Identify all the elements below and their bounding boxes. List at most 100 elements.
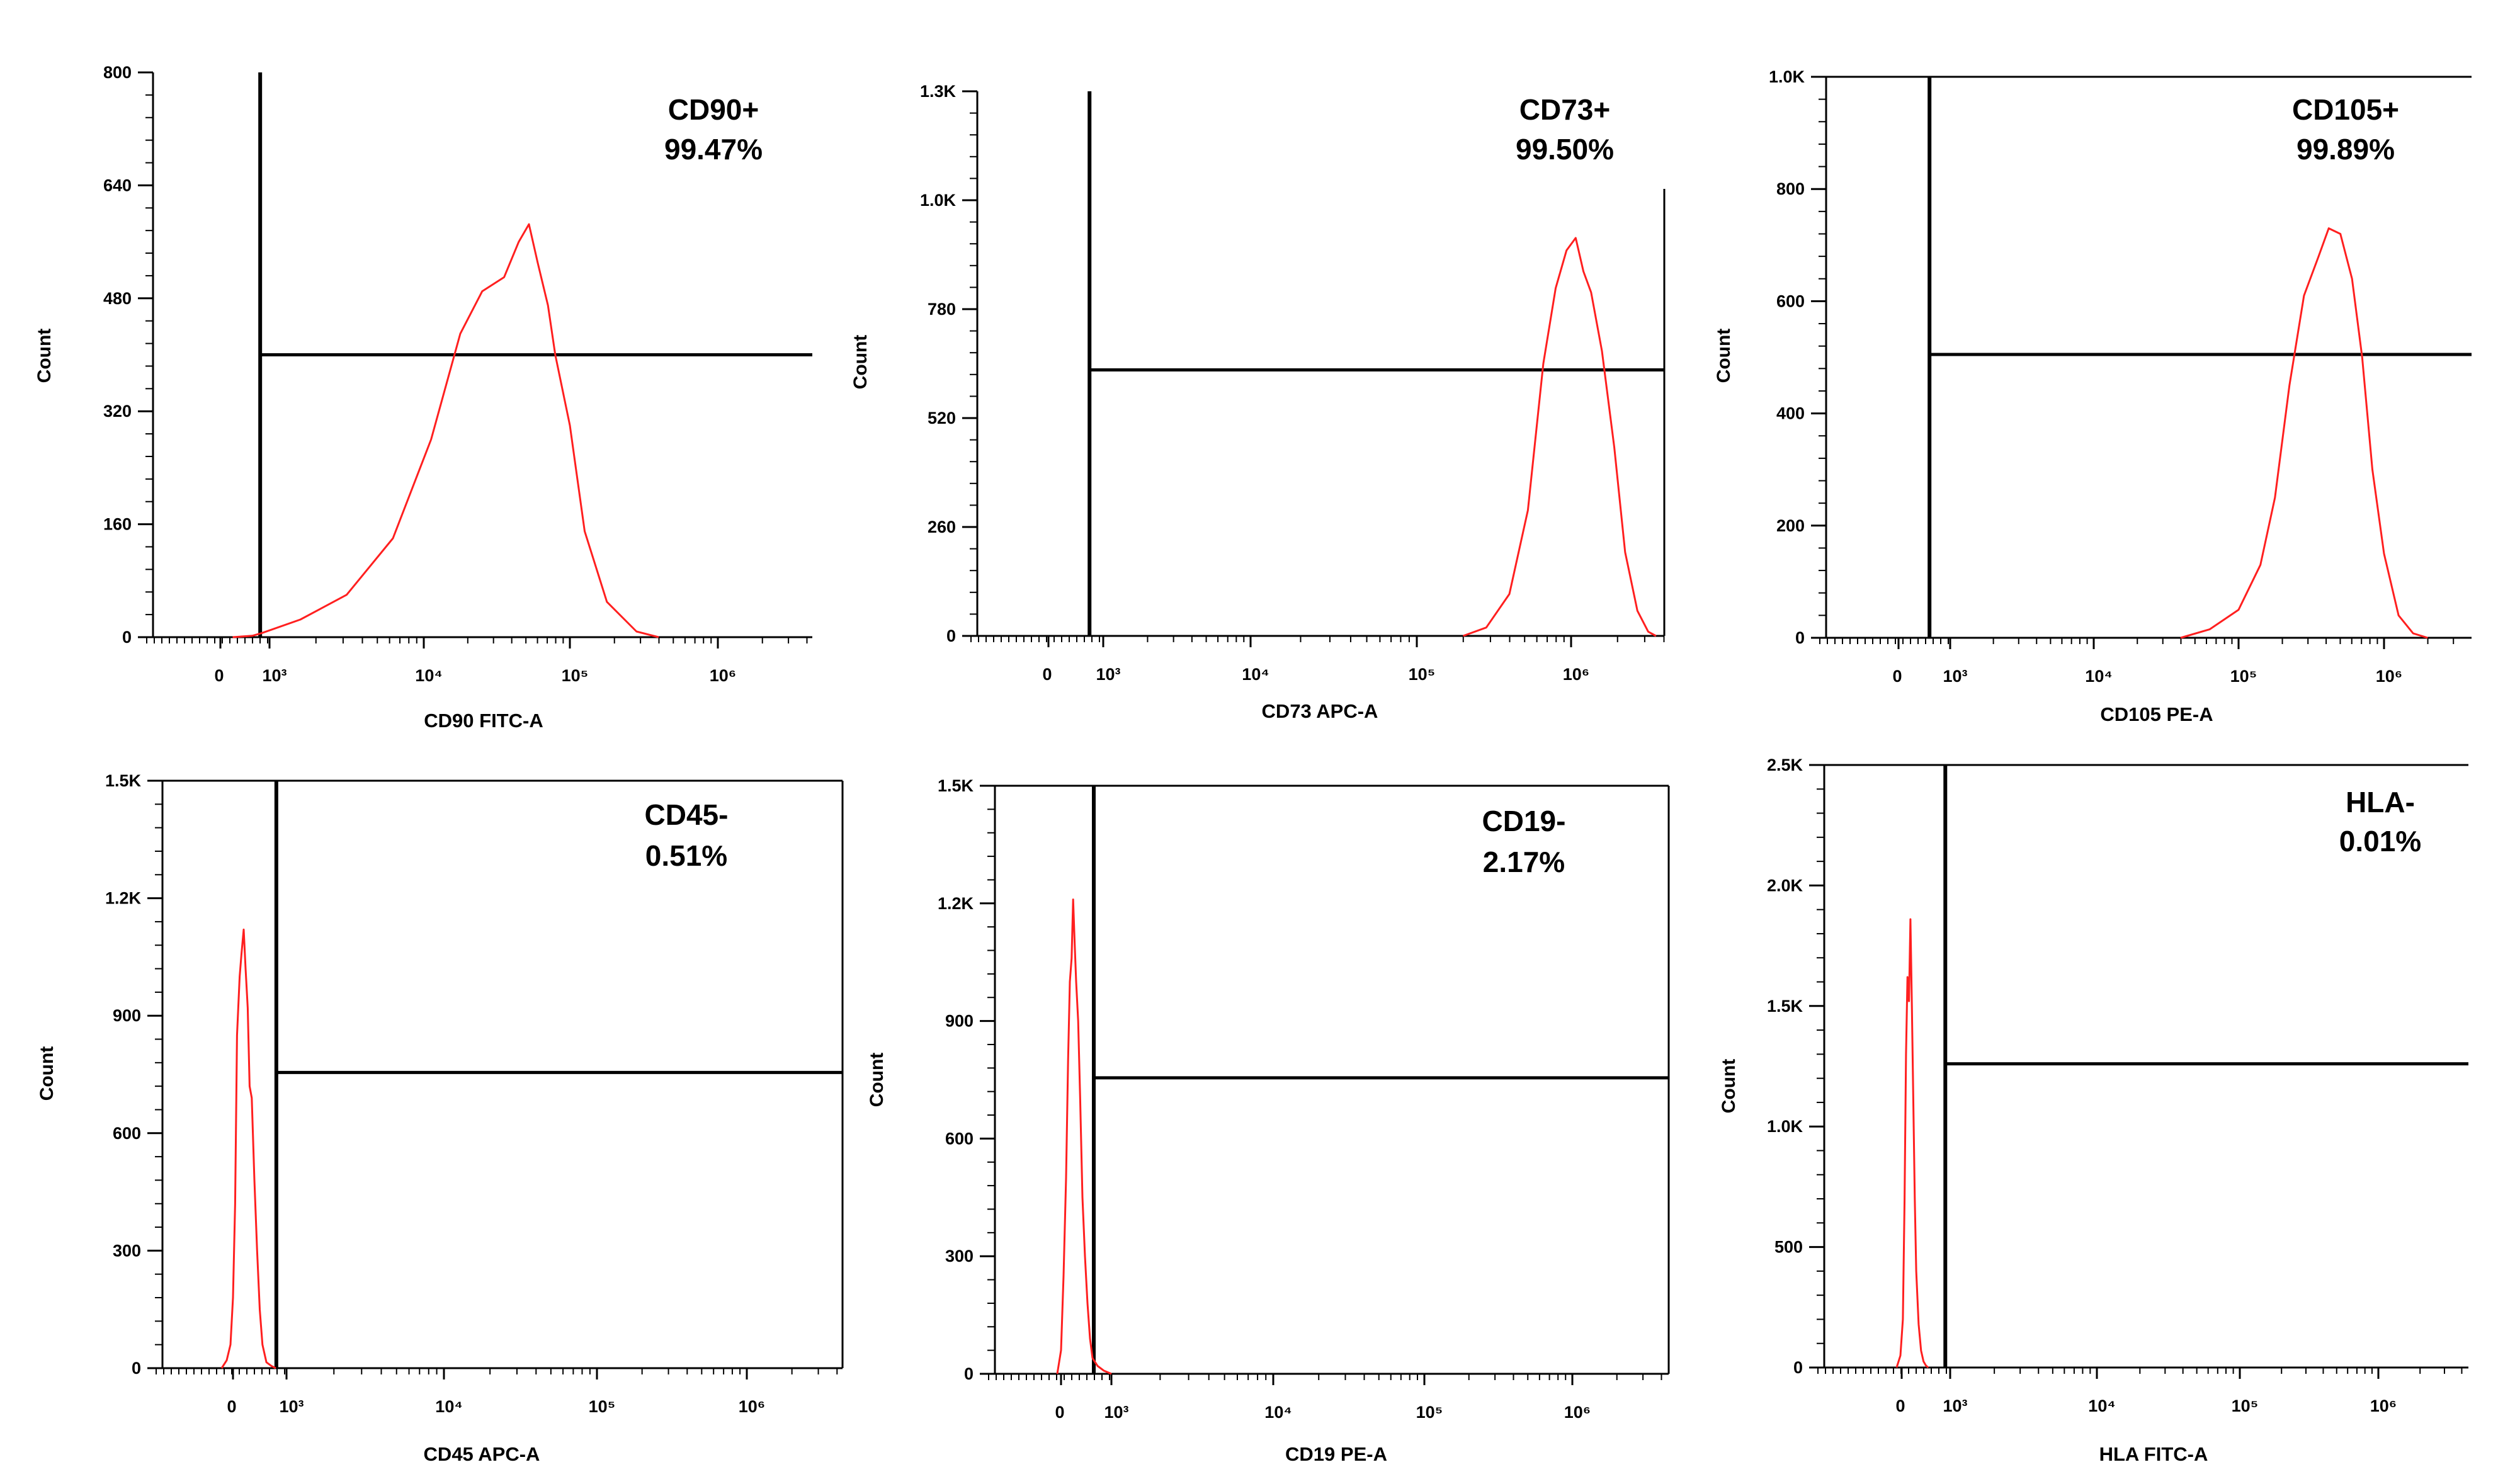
marker-label: HLA-	[2346, 786, 2415, 818]
y-tick-label: 200	[1776, 516, 1805, 535]
x-tick-label: 0	[1055, 1403, 1064, 1422]
x-tick-label: 10⁵	[589, 1397, 616, 1416]
y-tick-label: 400	[1776, 404, 1805, 423]
y-tick-label: 900	[945, 1012, 974, 1031]
y-tick-label: 2.0K	[1767, 876, 1803, 895]
y-tick-label: 480	[103, 289, 132, 308]
histogram-panel: 0 500 1.0K 1.5K 2.0K 2.5K 0 10³ 10⁴ 10⁵ 10⁶ Count HL…	[1718, 756, 2468, 1465]
x-tick-label: 10⁴	[1242, 665, 1269, 684]
x-tick-label: 0	[1895, 1396, 1905, 1415]
x-tick-label: 10³	[279, 1397, 304, 1416]
x-tick-label: 0	[214, 666, 224, 685]
marker-label: CD90+	[668, 93, 759, 126]
histogram-curve	[232, 223, 659, 638]
histogram-panel: 0 200 400 600 800 1.0K 0 10³ 10⁴ 10⁵ 10⁶ Count CD105…	[1713, 67, 2472, 725]
y-tick-label: 500	[1774, 1238, 1803, 1257]
y-tick-label: 260	[928, 518, 956, 536]
histogram-curve	[1462, 237, 1657, 637]
y-tick-label: 600	[1776, 292, 1805, 310]
x-tick-label: 10³	[1943, 667, 1967, 686]
marker-label: CD73+	[1519, 93, 1610, 126]
histogram-panel: 0 160 320 480 640 800 0 10³ 10⁴ 10⁵ 10⁶ Count CD90 F…	[34, 63, 812, 732]
y-tick-label: 0	[1793, 1358, 1803, 1377]
percent-label: 99.47%	[664, 133, 763, 166]
x-tick-label: 10⁵	[1409, 665, 1436, 684]
y-axis-title: Count	[866, 1053, 887, 1107]
x-tick-label: 10⁴	[415, 666, 442, 685]
histogram-curve	[220, 928, 276, 1369]
histogram-curve	[1895, 918, 1929, 1369]
y-tick-label: 300	[945, 1247, 974, 1266]
x-tick-label: 10⁶	[1564, 1403, 1591, 1422]
y-tick-label: 600	[945, 1129, 974, 1148]
y-tick-label: 1.0K	[1767, 1117, 1803, 1136]
y-tick-label: 0	[946, 626, 956, 645]
x-axis-title: CD73 APC-A	[1262, 700, 1378, 722]
x-tick-label: 10⁵	[2232, 1396, 2259, 1415]
x-tick-label: 10⁴	[2085, 667, 2112, 686]
y-tick-label: 1.3K	[920, 82, 957, 101]
y-tick-label: 2.5K	[1767, 756, 1803, 774]
y-tick-label: 0	[964, 1364, 974, 1383]
y-tick-label: 320	[103, 402, 132, 421]
percent-label: 2.17%	[1483, 846, 1565, 878]
x-tick-label: 10⁵	[562, 666, 589, 685]
x-tick-label: 10³	[1096, 665, 1120, 684]
y-axis-title: Count	[34, 329, 55, 383]
y-tick-label: 640	[103, 176, 132, 195]
y-axis-title: Count	[1713, 329, 1734, 383]
x-tick-label: 0	[227, 1397, 236, 1416]
histogram-curve	[2180, 227, 2428, 639]
x-axis-title: HLA FITC-A	[2099, 1443, 2208, 1465]
x-tick-label: 10⁵	[1416, 1403, 1443, 1422]
x-tick-label: 10⁶	[710, 666, 736, 685]
y-tick-label: 0	[132, 1359, 141, 1378]
y-tick-label: 900	[113, 1006, 141, 1025]
y-tick-label: 800	[1776, 179, 1805, 198]
y-tick-label: 1.0K	[1769, 67, 1805, 86]
y-tick-label: 520	[928, 409, 956, 428]
percent-label: 0.01%	[2339, 825, 2421, 858]
y-tick-label: 0	[1795, 628, 1805, 647]
histogram-curve	[1056, 898, 1112, 1375]
y-tick-label: 780	[928, 300, 956, 319]
x-tick-label: 10⁵	[2230, 667, 2257, 686]
y-tick-label: 300	[113, 1241, 141, 1260]
y-axis-title: Count	[850, 335, 871, 390]
x-tick-label: 10⁶	[739, 1397, 765, 1416]
marker-label: CD45-	[645, 798, 729, 831]
y-tick-label: 1.2K	[938, 894, 974, 913]
x-axis-title: CD90 FITC-A	[424, 710, 543, 732]
histogram-panel: 0 300 600 900 1.2K 1.5K 0 10³ 10⁴ 10⁵ 10⁶ Count CD45…	[37, 771, 844, 1465]
marker-label: CD19-	[1482, 805, 1566, 837]
y-tick-label: 1.0K	[920, 191, 957, 210]
x-axis-title: CD19 PE-A	[1285, 1443, 1387, 1465]
y-axis-title: Count	[37, 1046, 57, 1101]
y-tick-label: 0	[122, 628, 132, 647]
x-tick-label: 10³	[1943, 1396, 1967, 1415]
percent-label: 0.51%	[645, 839, 727, 872]
x-tick-label: 10⁶	[2376, 667, 2402, 686]
y-tick-label: 160	[103, 515, 132, 534]
x-tick-label: 10³	[262, 666, 287, 685]
percent-label: 99.50%	[1516, 133, 1614, 166]
x-tick-label: 10³	[1104, 1403, 1128, 1422]
y-axis-title: Count	[1718, 1059, 1739, 1114]
percent-label: 99.89%	[2296, 133, 2395, 166]
y-tick-label: 1.2K	[105, 889, 142, 908]
x-tick-label: 10⁶	[1563, 665, 1589, 684]
y-tick-label: 1.5K	[1767, 997, 1803, 1016]
x-tick-label: 10⁴	[1264, 1403, 1292, 1422]
y-tick-label: 1.5K	[105, 771, 142, 790]
marker-label: CD105+	[2292, 93, 2399, 126]
y-tick-label: 800	[103, 63, 132, 82]
x-tick-label: 10⁴	[2088, 1396, 2115, 1415]
x-axis-title: CD45 APC-A	[424, 1443, 540, 1465]
y-tick-label: 1.5K	[938, 776, 974, 795]
y-tick-label: 600	[113, 1124, 141, 1143]
x-tick-label: 0	[1042, 665, 1052, 684]
x-axis-title: CD105 PE-A	[2100, 703, 2213, 725]
histogram-panel: 0 300 600 900 1.2K 1.5K 0 10³ 10⁴ 10⁵ 10⁶ Count CD19…	[866, 776, 1670, 1465]
x-tick-label: 10⁶	[2370, 1396, 2397, 1415]
